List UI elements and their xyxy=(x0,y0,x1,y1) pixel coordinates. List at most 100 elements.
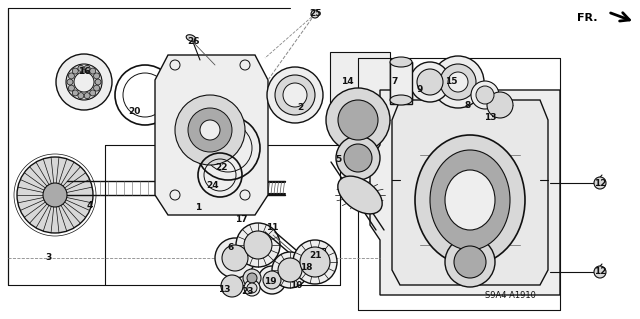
Ellipse shape xyxy=(244,280,260,296)
Ellipse shape xyxy=(471,81,499,109)
Ellipse shape xyxy=(278,258,302,282)
Ellipse shape xyxy=(258,266,286,294)
Text: 25: 25 xyxy=(308,10,321,19)
Ellipse shape xyxy=(326,88,390,152)
Ellipse shape xyxy=(336,136,380,180)
Ellipse shape xyxy=(68,85,74,91)
Ellipse shape xyxy=(430,150,510,250)
Polygon shape xyxy=(155,55,268,215)
Ellipse shape xyxy=(311,10,319,18)
Polygon shape xyxy=(392,100,548,285)
Ellipse shape xyxy=(417,69,443,95)
Ellipse shape xyxy=(263,271,281,289)
Bar xyxy=(390,62,412,104)
Text: 7: 7 xyxy=(392,78,398,86)
Ellipse shape xyxy=(56,54,112,110)
Ellipse shape xyxy=(200,120,220,140)
Text: 14: 14 xyxy=(340,78,353,86)
Text: 26: 26 xyxy=(187,38,199,47)
Ellipse shape xyxy=(222,245,248,271)
Ellipse shape xyxy=(338,100,378,140)
Ellipse shape xyxy=(272,252,308,288)
Ellipse shape xyxy=(95,79,101,85)
Ellipse shape xyxy=(594,266,606,278)
Polygon shape xyxy=(312,248,325,270)
Text: 12: 12 xyxy=(594,179,606,188)
Text: 12: 12 xyxy=(594,268,606,277)
Text: 10: 10 xyxy=(290,280,302,290)
Text: 19: 19 xyxy=(264,278,276,286)
Text: 5: 5 xyxy=(335,155,341,165)
Ellipse shape xyxy=(67,79,73,85)
Text: FR.: FR. xyxy=(577,13,598,23)
Ellipse shape xyxy=(240,190,250,200)
Ellipse shape xyxy=(93,85,100,91)
Ellipse shape xyxy=(390,95,412,105)
Ellipse shape xyxy=(267,67,323,123)
Ellipse shape xyxy=(78,93,84,99)
Ellipse shape xyxy=(72,68,78,74)
Text: 3: 3 xyxy=(45,254,51,263)
Ellipse shape xyxy=(90,90,96,96)
Ellipse shape xyxy=(170,190,180,200)
Ellipse shape xyxy=(432,56,484,108)
Text: 24: 24 xyxy=(207,181,220,189)
Text: 8: 8 xyxy=(465,100,471,109)
Ellipse shape xyxy=(344,144,372,172)
Text: 2: 2 xyxy=(297,103,303,113)
Ellipse shape xyxy=(244,231,272,259)
Ellipse shape xyxy=(275,75,315,115)
Ellipse shape xyxy=(84,65,90,71)
Text: 11: 11 xyxy=(266,224,278,233)
Ellipse shape xyxy=(188,108,232,152)
Text: 1: 1 xyxy=(195,203,201,211)
Ellipse shape xyxy=(90,68,96,74)
Ellipse shape xyxy=(247,283,257,293)
Ellipse shape xyxy=(236,223,280,267)
Text: 4: 4 xyxy=(87,201,93,210)
Text: 17: 17 xyxy=(235,216,247,225)
Ellipse shape xyxy=(283,83,307,107)
Ellipse shape xyxy=(445,237,495,287)
Ellipse shape xyxy=(594,177,606,189)
Text: 13: 13 xyxy=(218,286,230,294)
Ellipse shape xyxy=(243,269,261,287)
Ellipse shape xyxy=(445,170,495,230)
Ellipse shape xyxy=(74,72,94,92)
Ellipse shape xyxy=(68,73,74,79)
Ellipse shape xyxy=(170,60,180,70)
Text: 20: 20 xyxy=(128,108,140,116)
Ellipse shape xyxy=(43,183,67,207)
Text: 18: 18 xyxy=(300,263,312,272)
Ellipse shape xyxy=(390,57,412,67)
Ellipse shape xyxy=(215,238,255,278)
Ellipse shape xyxy=(410,62,450,102)
Ellipse shape xyxy=(240,60,250,70)
Text: 16: 16 xyxy=(77,68,90,77)
Ellipse shape xyxy=(175,95,245,165)
Ellipse shape xyxy=(448,72,468,92)
Ellipse shape xyxy=(66,64,102,100)
Text: 15: 15 xyxy=(445,78,457,86)
Ellipse shape xyxy=(93,73,100,79)
Text: 9: 9 xyxy=(417,85,423,94)
Ellipse shape xyxy=(17,157,93,233)
Ellipse shape xyxy=(487,92,513,118)
Ellipse shape xyxy=(247,273,257,283)
Ellipse shape xyxy=(72,90,78,96)
Text: 23: 23 xyxy=(242,286,254,295)
Ellipse shape xyxy=(78,65,84,71)
Text: 21: 21 xyxy=(308,251,321,261)
Text: 6: 6 xyxy=(228,243,234,253)
Bar xyxy=(330,52,390,132)
Ellipse shape xyxy=(221,275,243,297)
Text: 13: 13 xyxy=(484,114,496,122)
Ellipse shape xyxy=(476,86,494,104)
Ellipse shape xyxy=(84,93,90,99)
Ellipse shape xyxy=(415,135,525,265)
Ellipse shape xyxy=(300,247,330,277)
Ellipse shape xyxy=(454,246,486,278)
Text: S9A4 A1910: S9A4 A1910 xyxy=(484,291,536,300)
Ellipse shape xyxy=(186,35,196,41)
Ellipse shape xyxy=(440,64,476,100)
